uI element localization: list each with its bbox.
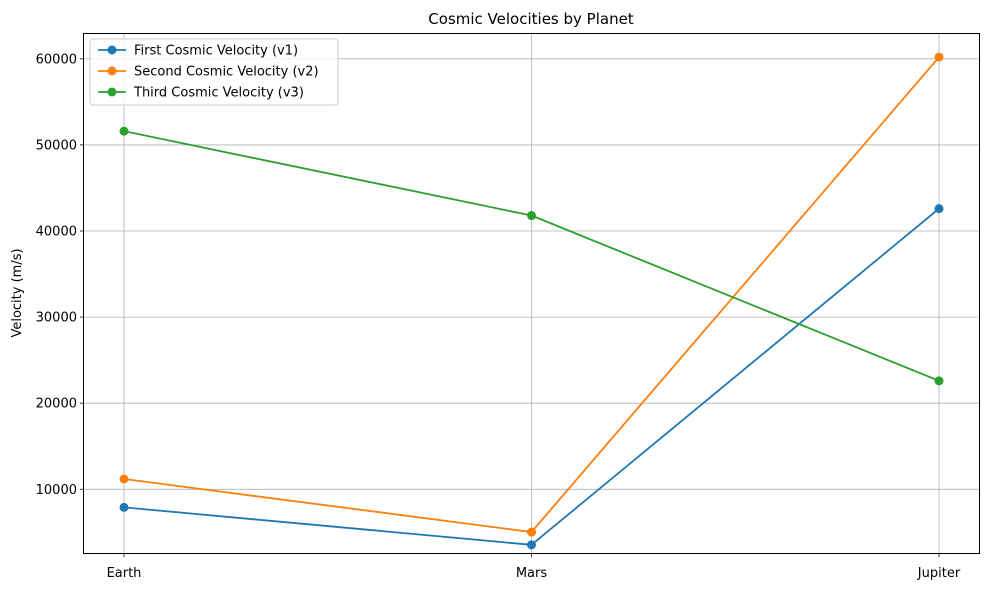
legend-label-1: First Cosmic Velocity (v1) bbox=[134, 44, 298, 59]
legend-marker-2 bbox=[107, 66, 117, 76]
legend-marker-3 bbox=[107, 87, 117, 97]
legend-label-2: Second Cosmic Velocity (v2) bbox=[134, 65, 319, 80]
x-tick-label: Earth bbox=[107, 566, 142, 581]
legend-label-3: Third Cosmic Velocity (v3) bbox=[133, 86, 304, 101]
y-tick-label: 10000 bbox=[36, 483, 77, 498]
legend-box bbox=[89, 38, 339, 106]
data-point-series-3 bbox=[119, 126, 129, 136]
y-tick-label: 40000 bbox=[36, 225, 77, 240]
data-point-series-2 bbox=[934, 52, 944, 62]
y-tick-label: 50000 bbox=[36, 138, 77, 153]
legend-items: First Cosmic Velocity (v1) Second Cosmic … bbox=[98, 44, 319, 101]
x-tick-label: Jupiter bbox=[917, 566, 961, 581]
x-tick-label: Mars bbox=[516, 566, 548, 581]
legend: First Cosmic Velocity (v1) Second Cosmic … bbox=[89, 38, 339, 106]
series-markers bbox=[119, 52, 944, 550]
legend-marker-1 bbox=[107, 45, 117, 55]
data-point-series-3 bbox=[527, 211, 536, 221]
data-point-series-1 bbox=[527, 540, 536, 550]
data-point-series-2 bbox=[119, 474, 129, 484]
y-tick-label: 20000 bbox=[36, 397, 77, 412]
y-axis-label: Velocity (m/s) bbox=[10, 248, 25, 337]
y-axis: 10000 20000 30000 40000 50000 60000 bbox=[36, 52, 84, 498]
data-point-series-1 bbox=[934, 204, 944, 214]
x-axis: Earth Mars Jupiter bbox=[107, 553, 961, 581]
data-point-series-3 bbox=[934, 376, 944, 386]
y-tick-label: 30000 bbox=[36, 311, 77, 326]
chart-title: Cosmic Velocities by Planet bbox=[428, 10, 634, 28]
data-point-series-1 bbox=[119, 502, 129, 512]
data-point-series-2 bbox=[527, 527, 536, 537]
y-tick-label: 60000 bbox=[36, 52, 77, 67]
